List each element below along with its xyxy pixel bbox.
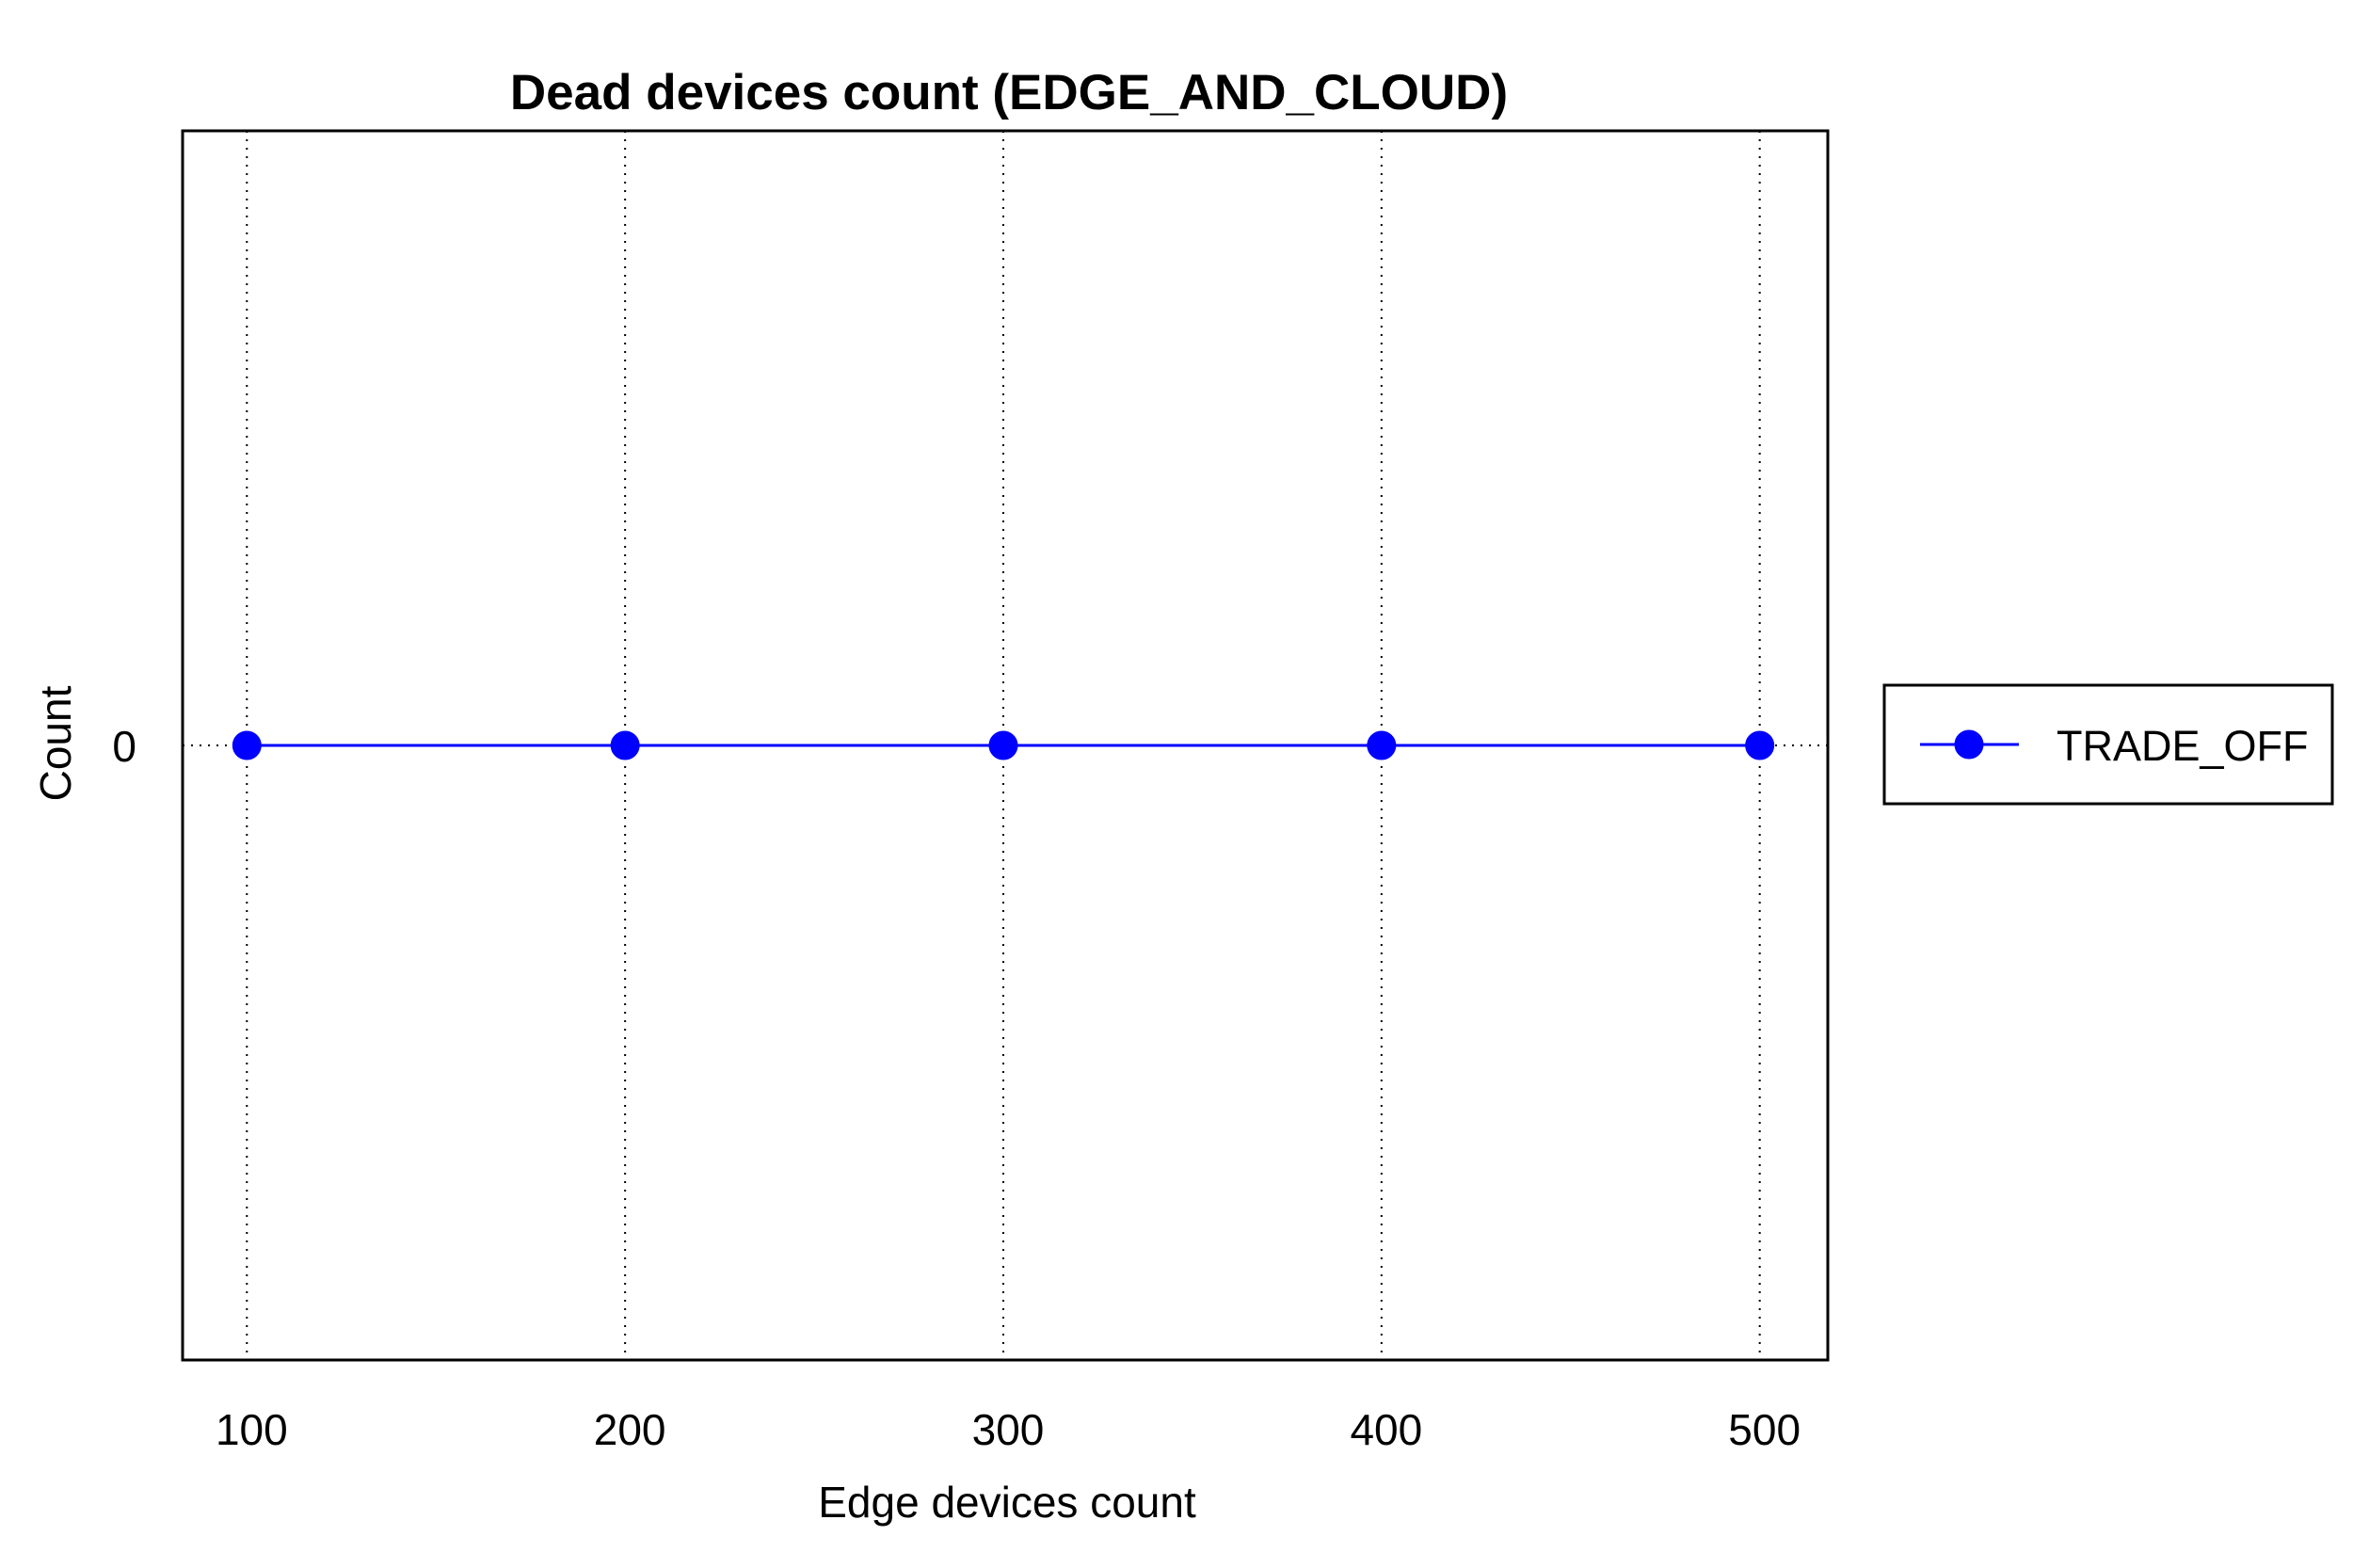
x-tick-label: 500 (1728, 1405, 1801, 1454)
y-axis: 0 (112, 722, 136, 771)
y-axis-label: Count (31, 685, 80, 801)
data-point (1367, 730, 1397, 760)
series-group (232, 730, 1775, 760)
chart-title: Dead devices count (EDGE_AND_CLOUD) (510, 65, 1508, 120)
data-point (1745, 730, 1775, 760)
legend-marker (1954, 729, 1984, 760)
x-tick-label: 400 (1350, 1405, 1422, 1454)
x-axis-label: Edge devices count (818, 1478, 1196, 1527)
plot-frame (181, 129, 1830, 1362)
x-tick-label: 200 (594, 1405, 666, 1454)
data-point (610, 730, 640, 760)
data-point (988, 730, 1018, 760)
y-tick-label: 0 (112, 722, 136, 771)
x-tick-label: 300 (972, 1405, 1045, 1454)
legend: TRADE_OFF (1882, 683, 2334, 806)
x-axis: 100 200 300 400 500 (216, 1405, 1801, 1454)
x-tick-label: 100 (216, 1405, 288, 1454)
data-point (232, 730, 262, 760)
legend-label: TRADE_OFF (2057, 722, 2309, 770)
